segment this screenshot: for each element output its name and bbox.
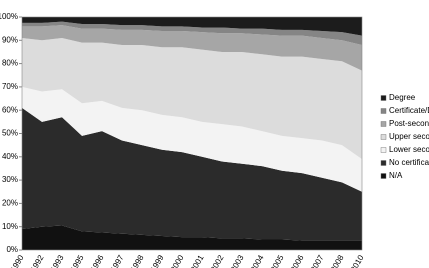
y-tick-label: 70% (2, 82, 18, 91)
x-tick-label: 2006 (289, 253, 306, 268)
x-tick-label: 2007 (309, 253, 326, 268)
y-tick-label: 10% (2, 222, 18, 231)
legend-label: N/A (389, 171, 403, 180)
legend-swatch (380, 160, 387, 166)
x-tick-label: 2008 (329, 253, 346, 268)
legend-swatch (380, 121, 387, 127)
area (22, 86, 362, 192)
y-tick-label: 100% (0, 12, 18, 21)
legend-swatch (380, 134, 387, 140)
legend-label: Lower second (389, 145, 429, 154)
area (22, 17, 362, 36)
legend-label: Post-secondar (389, 119, 429, 128)
x-tick-label: 1995 (69, 253, 86, 268)
x-tick-label: 2010 (349, 253, 366, 268)
y-tick-label: 30% (2, 175, 18, 184)
legend-swatch (380, 108, 387, 114)
x-tick-label: 1992 (29, 253, 46, 268)
x-tick-label: 2003 (229, 253, 246, 268)
legend-label: Degree (389, 93, 416, 102)
y-tick-label: 60% (2, 105, 18, 114)
x-tick-label: 2002 (209, 253, 226, 268)
legend-label: Certificate/Dip (389, 106, 429, 115)
area (22, 225, 362, 250)
x-tick-label: 2001 (189, 253, 206, 268)
y-tick-label: 80% (2, 59, 18, 68)
area (22, 37, 362, 160)
legend-label: Upper second (389, 132, 429, 141)
area (22, 25, 362, 71)
x-tick-label: 1993 (49, 253, 66, 268)
legend-swatch (380, 95, 387, 101)
x-tick-label: 1990 (9, 253, 26, 268)
x-tick-label: 1996 (89, 253, 106, 268)
x-tick-label: 1998 (129, 253, 146, 268)
x-tick-label: 2000 (169, 253, 186, 268)
x-tick-label: 1999 (149, 253, 166, 268)
y-tick-label: 40% (2, 152, 18, 161)
legend-swatch (380, 173, 387, 179)
y-tick-label: 20% (2, 199, 18, 208)
area (22, 21, 362, 45)
area (22, 107, 362, 241)
y-tick-label: 90% (2, 35, 18, 44)
x-tick-label: 2005 (269, 253, 286, 268)
legend-swatch (380, 147, 387, 153)
legend-label: No certificate (389, 158, 429, 167)
y-tick-label: 0% (6, 245, 18, 254)
x-tick-label: 2004 (249, 253, 266, 268)
x-tick-label: 1997 (109, 253, 126, 268)
y-tick-label: 50% (2, 129, 18, 138)
